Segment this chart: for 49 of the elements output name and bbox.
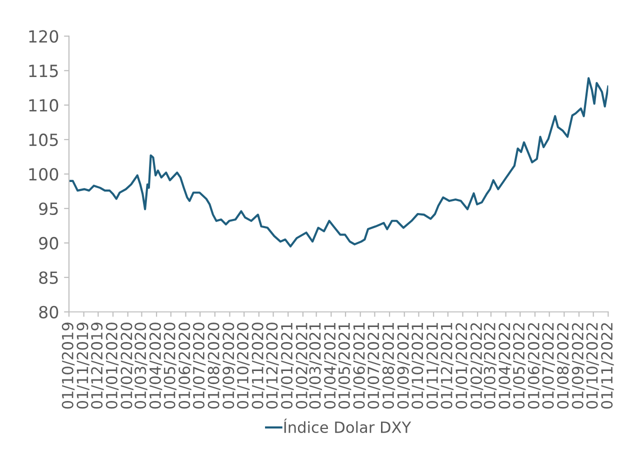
x-tick-label: 01/07/2021 — [368, 323, 380, 409]
x-tick-label: 01/09/2020 — [222, 322, 236, 409]
x-tick-label: 01/02/2020 — [120, 322, 134, 409]
y-tick-label: 110 — [29, 99, 58, 112]
y-tick-label: 115 — [29, 64, 58, 78]
x-tick-label: 01/12/2019 — [91, 322, 104, 409]
x-tick-label: 01/04/2021 — [324, 323, 337, 409]
x-tick-label: 01/05/2021 — [338, 323, 352, 409]
x-tick-label: 01/11/2019 — [76, 322, 90, 409]
y-tick-label: 90 — [39, 236, 58, 250]
x-tick-label: 01/12/2020 — [266, 322, 279, 409]
y-tick-label: 80 — [39, 306, 58, 318]
y-tick-label: 85 — [39, 271, 58, 284]
x-tick-label: 01/07/2020 — [192, 322, 206, 409]
line-series — [68, 77, 608, 248]
x-tick-label: 01/01/2020 — [106, 322, 119, 409]
x-tick-label: 01/10/2020 — [236, 322, 250, 409]
x-tick-label: 01/09/2022 — [572, 323, 585, 409]
x-tick-label: 01/01/2022 — [456, 323, 468, 409]
x-tick-label: 01/06/2021 — [353, 323, 366, 409]
x-tick-label: 01/01/2021 — [280, 323, 294, 409]
x-tick-label: 01/08/2020 — [208, 322, 221, 409]
x-tick-label: 01/08/2022 — [557, 323, 570, 409]
y-tick-label: 100 — [29, 168, 58, 181]
y-tick-label: 95 — [39, 202, 58, 216]
x-tick-label: 01/02/2021 — [296, 323, 309, 409]
x-tick-label: 01/12/2021 — [440, 323, 454, 409]
x-tick-label: 01/10/2021 — [412, 323, 424, 409]
x-tick-label: 01/07/2022 — [542, 323, 555, 409]
x-tick-label: 01/05/2020 — [164, 322, 177, 409]
x-tick-label: 01/04/2020 — [149, 322, 162, 409]
legend-label: Índice Dolar DXY — [284, 418, 412, 434]
x-tick-label: 01/03/2021 — [309, 323, 322, 409]
x-tick-label: 01/10/2022 — [586, 323, 599, 409]
x-tick-label: 01/05/2022 — [513, 323, 526, 409]
x-tick-label: 01/02/2022 — [470, 323, 484, 409]
x-tick-label: 01/11/2020 — [252, 322, 265, 409]
x-tick-label: 01/04/2022 — [498, 323, 512, 409]
x-tick-label: 01/03/2022 — [484, 323, 497, 409]
x-tick-label: 01/11/2021 — [426, 323, 440, 409]
x-tick-label: 01/11/2022 — [601, 323, 614, 409]
x-tick-label: 01/10/2019 — [62, 322, 75, 409]
x-tick-label: 01/06/2022 — [528, 323, 541, 409]
y-tick-label: 120 — [29, 30, 58, 43]
x-tick-label: 01/09/2021 — [397, 323, 410, 409]
x-tick-label: 01/06/2020 — [178, 322, 192, 409]
x-tick-label: 01/08/2021 — [382, 323, 396, 409]
x-tick-label: 01/03/2020 — [134, 322, 148, 409]
y-tick-label: 105 — [29, 134, 58, 146]
